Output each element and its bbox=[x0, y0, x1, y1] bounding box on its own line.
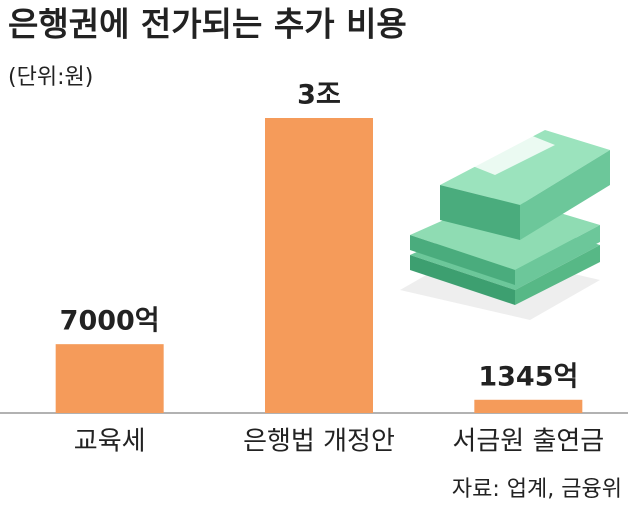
value-label: 1345억 bbox=[478, 361, 578, 392]
bar bbox=[55, 344, 164, 413]
value-label: 3조 bbox=[297, 80, 341, 111]
value-label: 7000억 bbox=[60, 306, 160, 337]
money-illustration bbox=[400, 130, 610, 320]
bar bbox=[265, 118, 373, 413]
x-tick-label: 교육세 bbox=[74, 427, 146, 457]
x-tick-label: 서금원 출연금 bbox=[452, 427, 604, 457]
chart-title: 은행권에 전가되는 추가 비용 bbox=[8, 5, 407, 44]
x-tick-label: 은행법 개정안 bbox=[243, 427, 395, 457]
unit-note: (단위:원) bbox=[8, 65, 93, 90]
bar bbox=[474, 399, 583, 413]
source-note: 자료: 업계, 금융위 bbox=[452, 477, 622, 502]
